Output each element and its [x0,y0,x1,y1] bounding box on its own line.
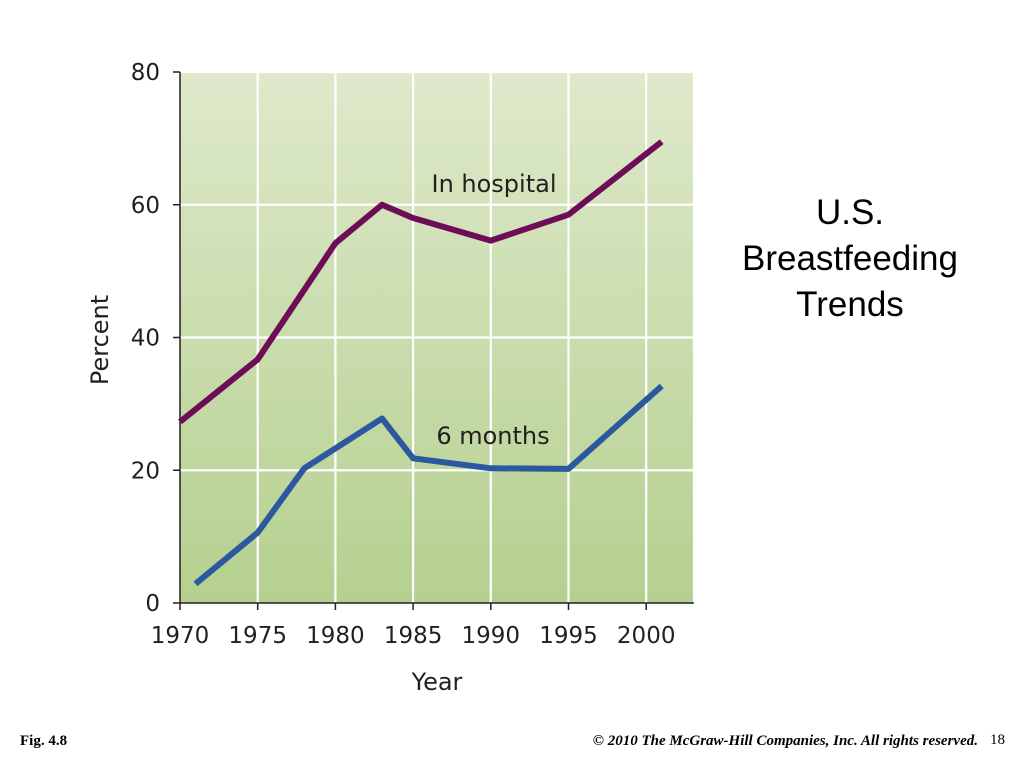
series-labels: In hospital 6 months [431,170,556,450]
series-line-6-months [193,383,664,587]
y-tick-label: 40 [131,326,160,352]
y-tick-label: 20 [131,458,160,484]
y-axis-title: Percent [86,295,114,385]
series-label-6-months: 6 months [436,422,549,450]
figure-label: Fig. 4.8 [20,733,68,749]
series-line-in-hospital [178,139,664,425]
x-tick-label: 1990 [462,623,521,649]
x-axis-title: Year [411,668,463,696]
data-series [178,139,664,587]
slide-title-line: Breastfeeding [742,239,958,278]
x-tick-label: 1985 [384,623,443,649]
series-label-in-hospital: In hospital [431,170,556,198]
slide-title-line: U.S. [815,193,885,232]
slide-title: U.S. Breastfeeding Trends [712,190,988,328]
page-number: 18 [990,732,1005,748]
x-tick-label: 1970 [151,623,210,649]
x-tick-label: 1975 [228,623,287,649]
tick-labels: 1970 1975 1980 1985 1990 1995 2000 0 20 40 60 80 [131,60,676,649]
axes [173,71,694,610]
x-tick-label: 2000 [617,623,676,649]
y-tick-label: 80 [131,60,160,86]
gridlines [180,70,696,603]
copyright-notice: © 2010 The McGraw-Hill Companies, Inc. A… [592,733,978,749]
y-tick-label: 0 [145,591,160,617]
x-tick-label: 1980 [306,623,365,649]
x-tick-label: 1995 [539,623,598,649]
slide-title-line: Trends [796,285,904,324]
y-tick-label: 60 [131,193,160,219]
